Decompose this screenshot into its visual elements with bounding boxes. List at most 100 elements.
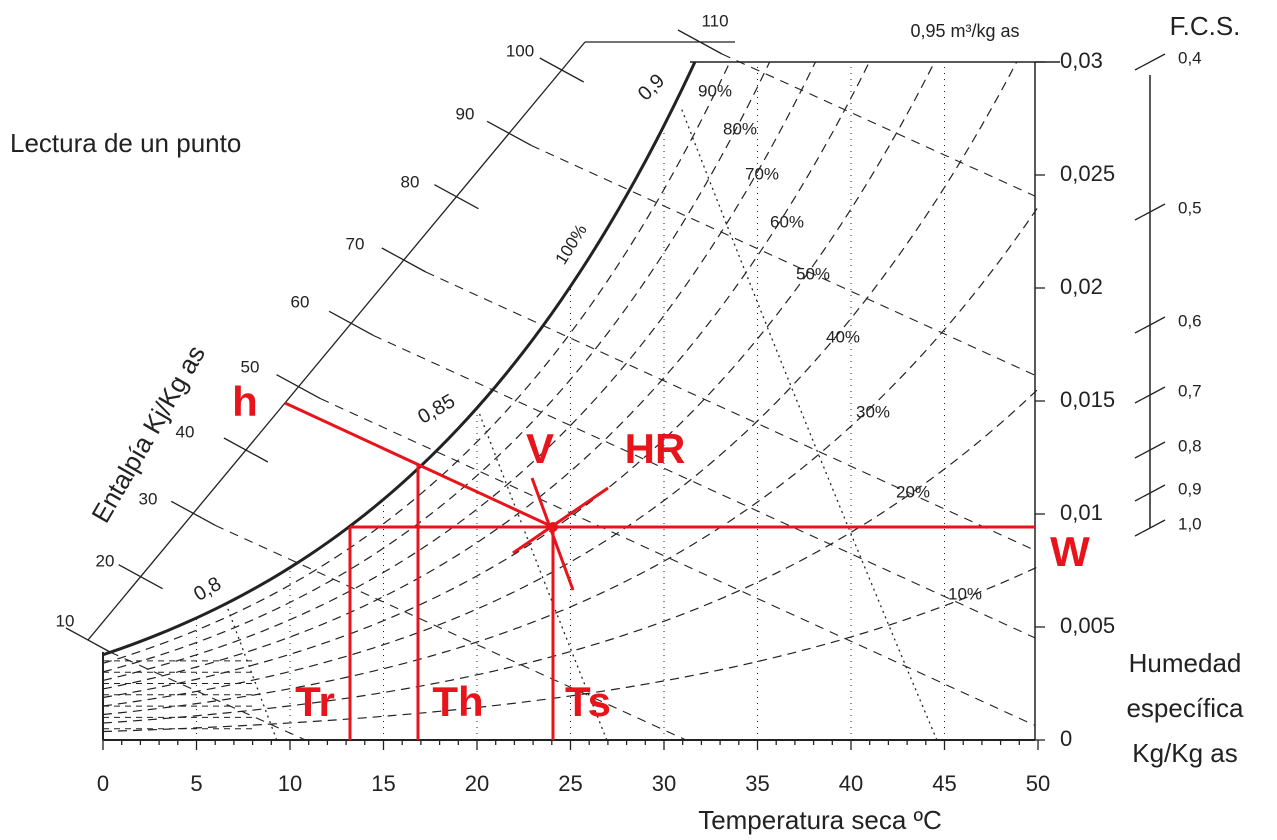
line [320, 398, 1036, 726]
line [65, 627, 111, 653]
enthalpy-tick-label: 60 [291, 292, 310, 311]
rh-label: 60% [770, 212, 804, 231]
enthalpy-tick-label: 80 [401, 172, 420, 191]
volume-label: 0,8 [190, 573, 225, 606]
volume-label: 0,85 [414, 390, 459, 429]
temperature-tick-label: 50 [1026, 771, 1050, 796]
temperature-tick-label: 35 [745, 771, 769, 796]
rh-label: 10% [948, 584, 982, 603]
line [328, 310, 374, 336]
enthalpy-tick-label: 30 [139, 489, 158, 508]
annotation: HR [625, 425, 686, 472]
fcs-tick-label: 0,6 [1178, 311, 1202, 330]
line [1134, 316, 1166, 334]
rh-curve [102, 61, 870, 690]
humidity-tick-label: 0,005 [1060, 613, 1115, 638]
rh-label: 50% [796, 264, 830, 283]
enthalpy-tick-label: 20 [96, 551, 115, 570]
fcs-axis-label: F.C.S. [1170, 11, 1241, 41]
temperature-tick-label: 10 [278, 771, 302, 796]
volume-line [225, 604, 278, 741]
enthalpy-tick-label: 110 [701, 11, 728, 30]
line [284, 401, 554, 529]
rh-curve [102, 61, 771, 673]
rh-curve [102, 61, 816, 682]
temperature-tick-label: 15 [371, 771, 395, 796]
line [512, 486, 609, 555]
state-point [548, 522, 558, 532]
rh-label: 70% [745, 164, 779, 183]
rh-curve [102, 566, 1039, 733]
line [109, 651, 306, 741]
annotation: W [1050, 528, 1090, 575]
fcs-tick-label: 0,9 [1178, 479, 1202, 498]
line [677, 29, 723, 55]
rh-label: 20% [896, 482, 930, 501]
line [1134, 441, 1166, 459]
enthalpy-tick-label: 100 [506, 41, 534, 60]
fcs-tick-label: 0,5 [1178, 198, 1202, 217]
rh-curve [102, 61, 731, 664]
temperature-axis-label: Temperatura seca ºC [698, 805, 942, 835]
rh-label: 30% [856, 402, 890, 421]
line [372, 334, 1036, 639]
line [530, 477, 575, 591]
rh-curve [102, 206, 1039, 716]
temperature-tick-label: 20 [465, 771, 489, 796]
rh-label: 90% [698, 81, 732, 100]
temperature-tick-label: 40 [839, 771, 863, 796]
line [1134, 484, 1166, 502]
humidity-axis-label: Kg/Kg as [1132, 738, 1238, 768]
fcs-tick-label: 1,0 [1178, 514, 1202, 533]
line [1134, 519, 1166, 537]
enthalpy-tick-label: 70 [346, 234, 365, 253]
line [539, 57, 585, 83]
rh-label: 100% [552, 221, 591, 268]
line [170, 500, 216, 526]
line [1134, 386, 1166, 404]
temperature-tick-label: 45 [932, 771, 956, 796]
temperature-tick-label: 30 [652, 771, 676, 796]
line [425, 271, 1036, 551]
line [530, 144, 1036, 376]
line [276, 374, 321, 400]
humidity-tick-label: 0,03 [1060, 48, 1103, 73]
temperature-tick-label: 5 [190, 771, 202, 796]
line [87, 41, 586, 641]
humidity-tick-label: 0 [1060, 726, 1072, 751]
line [434, 184, 479, 210]
humidity-tick-label: 0,02 [1060, 274, 1103, 299]
enthalpy-tick-label: 40 [176, 422, 195, 441]
volume-label: 0,9 [634, 70, 669, 105]
enthalpy-tick-label: 90 [456, 104, 475, 123]
annotation: h [232, 378, 258, 425]
line [118, 564, 163, 590]
volume-line [680, 106, 938, 741]
temperature-tick-label: 25 [558, 771, 582, 796]
annotation: V [526, 425, 554, 472]
rh-label: 40% [826, 327, 860, 346]
line [215, 524, 687, 741]
line [381, 247, 427, 273]
rh-curve [102, 61, 697, 657]
temperature-tick-label: 0 [97, 771, 109, 796]
enthalpy-tick-label: 10 [56, 611, 75, 630]
volume-label: 0,95 m³/kg as [910, 21, 1019, 41]
fcs-tick-label: 0,7 [1178, 381, 1202, 400]
rh-curve [102, 388, 1039, 724]
annotation: Th [432, 678, 483, 725]
line [223, 437, 269, 463]
rh-curve [102, 61, 936, 699]
humidity-tick-label: 0,025 [1060, 161, 1115, 186]
rh-label: 80% [723, 119, 757, 138]
humidity-axis-label: Humedad [1129, 648, 1242, 678]
fcs-tick-label: 0,8 [1178, 436, 1202, 455]
fcs-tick-label: 0,4 [1178, 48, 1202, 67]
humidity-axis-label: específica [1126, 693, 1244, 723]
title: Lectura de un punto [10, 128, 241, 158]
annotation: Ts [565, 678, 611, 725]
annotation: Tr [295, 678, 335, 725]
line [1134, 53, 1166, 71]
humidity-tick-label: 0,01 [1060, 500, 1103, 525]
